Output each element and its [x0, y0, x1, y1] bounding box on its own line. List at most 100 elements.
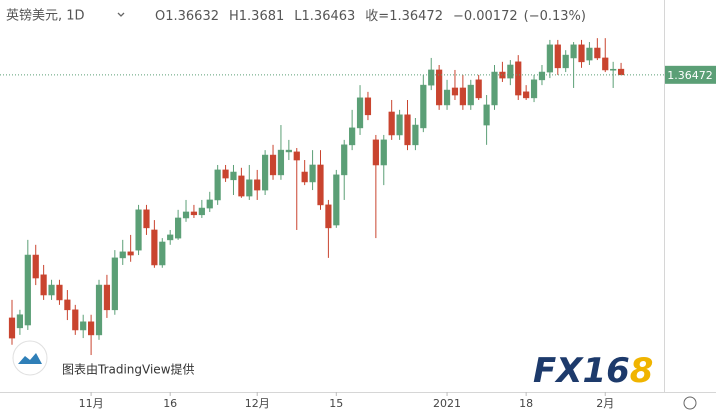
candle-body — [8, 317, 16, 339]
candle-body — [293, 151, 300, 161]
candle-body — [222, 169, 229, 179]
low-value: 1.36463 — [302, 9, 356, 24]
candle-body — [80, 321, 87, 331]
change: −0.00172 — [453, 9, 518, 24]
candle-body — [198, 207, 205, 216]
candle-body — [119, 251, 126, 259]
watermark-digit: 8 — [630, 351, 654, 391]
watermark-text: FX16 — [533, 351, 630, 391]
candle-body — [230, 171, 237, 181]
candle-body — [586, 47, 593, 61]
candle-body — [617, 68, 625, 76]
candle-body — [175, 217, 182, 239]
candle-body — [24, 254, 31, 326]
candle-body — [214, 169, 221, 201]
x-tick-label: 18 — [519, 397, 533, 410]
settings-icon[interactable] — [683, 396, 697, 410]
candle-body — [507, 64, 514, 79]
x-tick-label: 2月 — [596, 397, 614, 410]
candle-body — [475, 79, 482, 99]
candle-body — [396, 114, 403, 136]
tv-logo-mark — [18, 353, 42, 364]
candle-body — [538, 71, 546, 81]
last-price-box — [665, 65, 716, 84]
candle-body — [388, 111, 395, 136]
candle-body — [515, 61, 522, 96]
candle-body — [254, 179, 261, 191]
candle-body — [72, 309, 79, 331]
tv-logo[interactable] — [12, 340, 48, 376]
candle-body — [88, 321, 95, 336]
close-value: 1.36472 — [389, 9, 443, 24]
candle-body — [420, 84, 427, 129]
candle-body — [459, 87, 466, 106]
x-tick-label: 2021 — [433, 397, 461, 410]
open-label: O — [155, 9, 165, 24]
high-value: 1.3681 — [239, 9, 285, 24]
candle-body — [451, 87, 459, 96]
candle-body — [206, 199, 213, 209]
candle-body — [412, 124, 419, 146]
high-label: H — [229, 9, 239, 24]
candle-body — [364, 97, 372, 116]
x-tick-label: 16 — [163, 397, 177, 410]
interval-dropdown[interactable] — [117, 12, 125, 17]
candle-body — [95, 284, 103, 336]
attribution[interactable]: 图表由TradingView提供 — [62, 362, 195, 377]
candle-body — [167, 234, 174, 241]
candle-body — [349, 127, 356, 146]
candle-body — [246, 179, 253, 197]
open-value: 1.36632 — [165, 9, 219, 24]
close-label: 收= — [365, 9, 389, 24]
candle-body — [103, 284, 111, 311]
candle-body — [602, 57, 609, 71]
candle-body — [372, 139, 379, 166]
candle-body — [467, 84, 474, 106]
candle-body — [578, 44, 585, 63]
candle-body — [182, 211, 190, 219]
candle-body — [127, 251, 134, 256]
x-tick-label: 15 — [329, 397, 343, 410]
candle-body — [16, 314, 24, 329]
candle-body — [610, 68, 617, 71]
candle-body — [546, 44, 553, 73]
candle-body — [40, 274, 47, 296]
candle-body — [277, 149, 285, 176]
candle-body — [111, 257, 118, 311]
candle-body — [190, 211, 198, 216]
watermark: FX168 — [533, 351, 653, 391]
candle-body — [151, 229, 158, 266]
candle-body — [309, 164, 316, 183]
candle-body — [269, 154, 277, 176]
candle-body — [262, 154, 269, 191]
candle-body — [32, 254, 39, 279]
last-price-label: 1.36472 — [667, 69, 713, 82]
candle-body — [341, 144, 348, 176]
ohlc-legend: O1.36632 H1.3681 L1.36463 收=1.36472 −0.00172… — [155, 9, 586, 24]
candle-body — [64, 299, 71, 311]
candle-body — [333, 174, 340, 226]
candle-body — [135, 209, 142, 251]
change-percent: (−0.13%) — [524, 9, 586, 24]
candle-body — [143, 209, 150, 229]
candle-body — [491, 71, 498, 106]
candle-body — [530, 79, 538, 99]
symbol: 英镑美元, 1D — [6, 8, 85, 24]
candle-body — [562, 54, 569, 69]
low-label: L — [294, 9, 302, 24]
candle-body — [570, 44, 577, 59]
x-tick-label: 12月 — [245, 397, 270, 410]
plot — [8, 38, 625, 356]
candle-body — [238, 175, 245, 197]
candle-body — [443, 89, 451, 106]
candle-body — [380, 139, 387, 166]
candle-body — [523, 91, 530, 99]
candle-body — [554, 44, 561, 69]
candle-body — [499, 71, 506, 79]
candle-body — [356, 97, 364, 129]
candle-body — [483, 104, 490, 126]
candle-body — [594, 47, 601, 59]
candle-body — [301, 171, 308, 183]
